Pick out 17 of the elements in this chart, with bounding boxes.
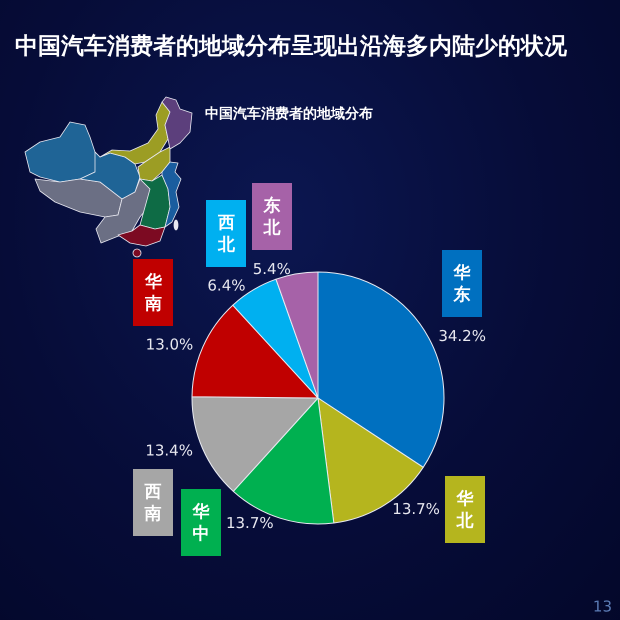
data-label: 13.7% bbox=[392, 500, 440, 518]
slice-label: 华北 bbox=[444, 476, 485, 543]
slice-label: 华南 bbox=[133, 259, 174, 326]
text: 13 bbox=[592, 598, 612, 616]
chart-title: 中国汽车消费者的地域分布呈现出沿海多内陆少的状况 bbox=[15, 34, 568, 60]
chart-subtitle: 中国汽车消费者的地域分布 bbox=[205, 105, 373, 122]
slice-label: 西北 bbox=[206, 200, 246, 268]
data-label: 34.2% bbox=[438, 326, 486, 345]
data-label: 13.4% bbox=[145, 442, 193, 460]
slice-label: 西南 bbox=[133, 469, 174, 536]
slice-label: 华东 bbox=[442, 250, 482, 318]
data-label: 6.4% bbox=[207, 276, 246, 295]
data-label: 5.4% bbox=[252, 260, 291, 278]
slice-label: 华中 bbox=[180, 489, 221, 556]
data-label: 13.7% bbox=[226, 514, 274, 532]
data-label: 13.0% bbox=[146, 336, 194, 354]
slice-label: 东北 bbox=[252, 183, 292, 250]
